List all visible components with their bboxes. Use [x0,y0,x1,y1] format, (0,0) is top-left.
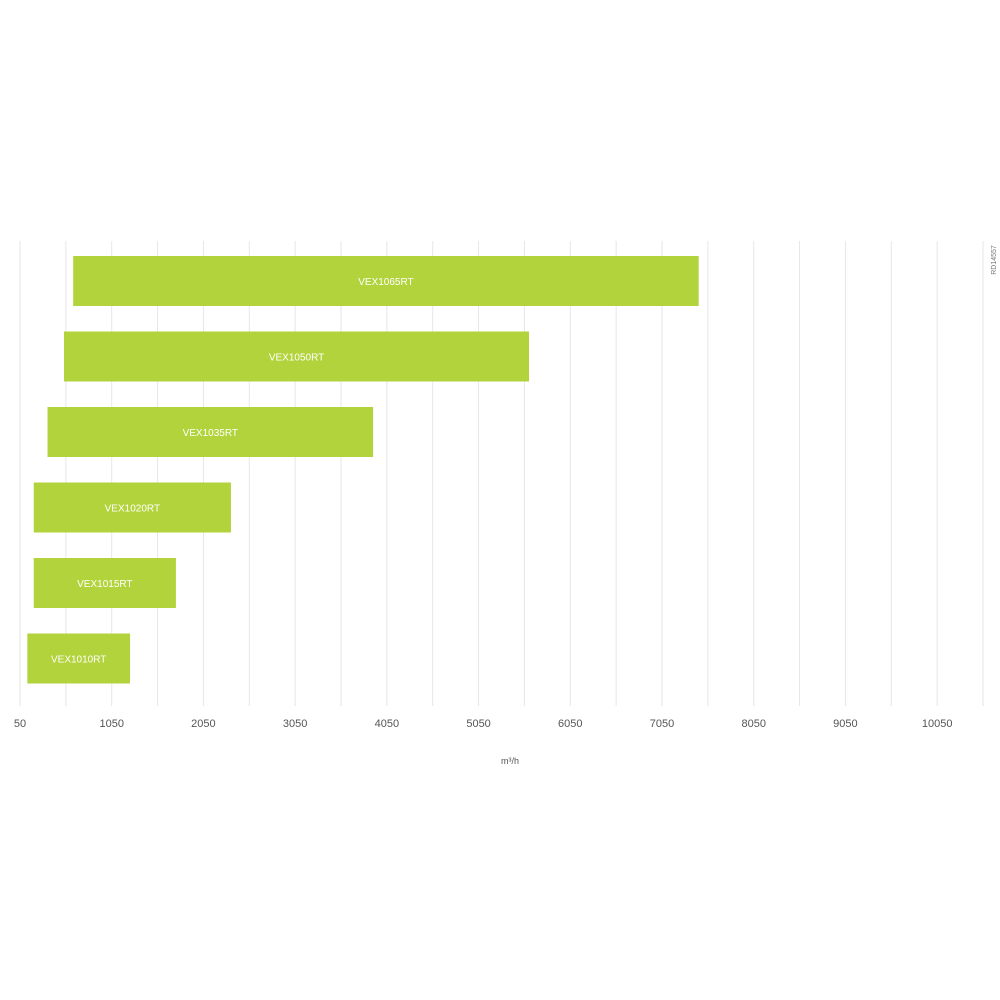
bar-label-vex1020rt: VEX1020RT [105,504,160,515]
bar-vex1015rt [33,558,176,608]
bar-vex1050rt [64,331,530,382]
x-tick-label: 6050 [558,718,582,730]
x-tick-label: 2050 [191,718,215,730]
bar-vex1035rt [47,407,374,457]
bar-label-vex1015rt: VEX1015RT [77,579,132,590]
bar-label-vex1050rt: VEX1050RT [269,353,324,364]
x-tick-label: 3050 [283,718,307,730]
x-tick-label: 10050 [922,718,953,730]
x-tick-label: 9050 [833,718,857,730]
bar-label-vex1065rt: VEX1065RT [358,277,413,288]
bar-label-vex1010rt: VEX1010RT [51,655,106,666]
x-tick-labels: 50 1050 2050 3050 4050 5050 6050 7050 8050 9050 10… [14,718,953,730]
bar-vex1065rt [73,256,699,306]
x-tick-label: 8050 [741,718,765,730]
x-tick-label: 50 [14,718,26,730]
bars: VEX1065RT VEX1050RT VEX1035RT VEX1020RT VEX1… [27,256,699,684]
x-tick-label: 1050 [99,718,123,730]
bar-vex1010rt [27,633,131,684]
x-tick-label: 7050 [650,718,674,730]
bar-vex1020rt [33,482,231,533]
x-tick-label: 4050 [375,718,399,730]
grid-lines [19,241,984,706]
bar-label-vex1035rt: VEX1035RT [183,428,238,439]
x-axis-label: m³/h [501,756,519,766]
reference-code: RD14557 [991,245,998,275]
x-tick-label: 5050 [466,718,490,730]
